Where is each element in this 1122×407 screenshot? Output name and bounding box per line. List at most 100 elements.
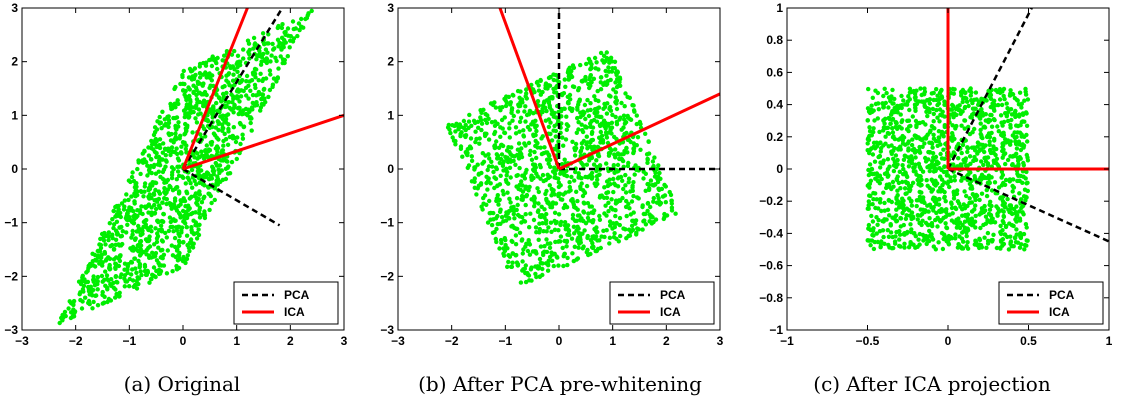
data-point	[886, 144, 891, 149]
data-point	[614, 106, 620, 112]
data-point	[655, 193, 660, 198]
data-point	[146, 210, 151, 215]
data-point	[872, 159, 878, 164]
data-point	[1024, 181, 1029, 186]
data-point	[133, 266, 138, 271]
data-point	[596, 67, 601, 72]
data-point	[151, 139, 157, 144]
data-point	[297, 27, 302, 33]
data-point	[895, 193, 900, 198]
data-point	[949, 135, 954, 141]
data-point	[240, 132, 245, 137]
data-point	[903, 191, 908, 196]
data-point	[134, 181, 139, 186]
data-point	[570, 63, 576, 68]
data-point	[931, 132, 936, 137]
data-point	[612, 66, 617, 71]
data-point	[166, 148, 171, 154]
data-point	[996, 185, 1002, 190]
data-point	[608, 223, 613, 228]
data-point	[878, 149, 883, 154]
data-point	[881, 234, 886, 240]
data-point	[899, 93, 904, 99]
data-point	[877, 200, 883, 205]
data-point	[178, 215, 183, 220]
data-point	[942, 194, 947, 199]
data-point	[187, 101, 193, 107]
data-point	[533, 165, 538, 170]
data-point	[998, 223, 1003, 229]
data-point	[141, 249, 146, 255]
data-point	[80, 278, 85, 284]
data-point	[518, 103, 523, 109]
data-point	[931, 136, 937, 141]
data-point	[134, 286, 140, 291]
data-point	[258, 71, 263, 77]
data-point	[158, 269, 164, 274]
data-point	[489, 222, 495, 228]
scatter-points	[865, 86, 1031, 252]
data-point	[882, 241, 887, 246]
y-tick-label: 2	[11, 55, 18, 69]
data-point	[640, 227, 645, 232]
data-point	[252, 103, 258, 108]
data-point	[192, 178, 197, 184]
data-point	[185, 253, 190, 258]
data-point	[601, 60, 607, 65]
data-point	[510, 251, 515, 256]
data-point	[989, 188, 995, 193]
data-point	[949, 107, 955, 112]
data-point	[229, 159, 235, 165]
data-point	[920, 169, 926, 174]
data-point	[152, 242, 157, 247]
data-point	[498, 207, 503, 212]
data-point	[906, 245, 912, 250]
data-point	[907, 188, 912, 194]
data-point	[910, 114, 915, 119]
data-point	[134, 229, 139, 234]
data-point	[601, 228, 606, 233]
data-point	[535, 99, 541, 104]
data-point	[896, 146, 901, 151]
data-point	[635, 226, 640, 231]
data-point	[545, 241, 550, 246]
data-point	[580, 79, 585, 84]
data-point	[870, 219, 876, 224]
data-point	[209, 200, 214, 206]
data-point	[894, 196, 899, 202]
data-point	[249, 128, 254, 133]
data-point	[1018, 234, 1023, 239]
data-point	[608, 182, 613, 187]
data-point	[143, 159, 149, 165]
data-point	[513, 233, 519, 238]
data-point	[124, 230, 129, 235]
data-point	[263, 99, 268, 105]
data-point	[201, 172, 207, 178]
data-point	[244, 93, 249, 98]
data-point	[195, 202, 200, 207]
data-point	[898, 186, 903, 191]
data-point	[553, 134, 558, 139]
data-point	[866, 206, 871, 211]
data-point	[591, 117, 597, 123]
data-point	[162, 117, 167, 122]
data-point	[1005, 106, 1010, 111]
data-point	[966, 103, 971, 109]
data-point	[285, 54, 290, 59]
data-point	[236, 105, 242, 111]
data-point	[992, 136, 997, 142]
data-point	[546, 117, 552, 122]
data-point	[199, 149, 204, 154]
data-point	[900, 118, 905, 123]
data-point	[190, 210, 195, 216]
data-point	[876, 217, 881, 223]
data-point	[656, 163, 661, 168]
data-point	[937, 119, 942, 124]
data-point	[487, 198, 492, 204]
data-point	[883, 134, 888, 139]
data-point	[914, 203, 919, 209]
data-point	[491, 169, 496, 175]
data-point	[197, 189, 202, 194]
data-point	[917, 194, 923, 199]
data-point	[166, 114, 171, 119]
